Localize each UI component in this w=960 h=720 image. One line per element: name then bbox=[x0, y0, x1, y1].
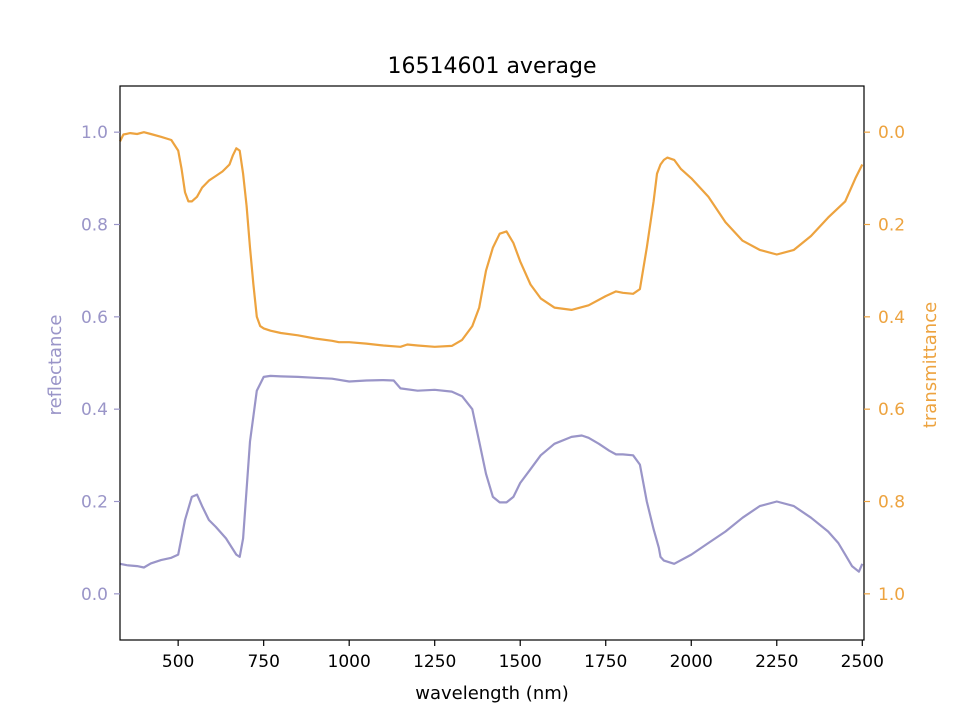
x-tick-label: 2000 bbox=[670, 652, 713, 672]
left-axis-label: reflectance bbox=[45, 315, 66, 416]
x-tick-label: 1000 bbox=[328, 652, 371, 672]
left-tick-label: 0.4 bbox=[81, 400, 108, 420]
plot-series bbox=[119, 131, 864, 573]
right-tick-label: 1.0 bbox=[878, 585, 905, 605]
right-tick-label: 0.4 bbox=[878, 308, 905, 328]
plot-frame bbox=[119, 85, 865, 641]
left-tick-label: 1.0 bbox=[81, 123, 108, 143]
right-tick-label: 0.8 bbox=[878, 493, 905, 513]
transmittance-line bbox=[119, 131, 864, 348]
x-tick-label: 1500 bbox=[499, 652, 542, 672]
left-tick-label: 0.8 bbox=[81, 216, 108, 236]
right-tick-label: 0.0 bbox=[878, 123, 905, 143]
x-tick-label: 1250 bbox=[413, 652, 456, 672]
right-axis-label: transmittance bbox=[920, 302, 941, 428]
reflectance-line bbox=[119, 374, 864, 573]
x-tick-label: 750 bbox=[247, 652, 279, 672]
x-tick-label: 500 bbox=[162, 652, 194, 672]
left-axis-ticks: 0.0 0.2 0.4 0.6 0.8 1.0 bbox=[81, 123, 120, 605]
right-axis-ticks: 0.0 0.2 0.4 0.6 0.8 1.0 bbox=[864, 123, 905, 605]
x-tick-label: 1750 bbox=[584, 652, 627, 672]
left-tick-label: 0.2 bbox=[81, 493, 108, 513]
chart-title: 16514601 average bbox=[387, 54, 596, 79]
right-tick-label: 0.6 bbox=[878, 400, 905, 420]
left-tick-label: 0.0 bbox=[81, 585, 108, 605]
x-axis-ticks: 500 750 1000 1250 1500 1750 2000 2250 2500 bbox=[162, 640, 884, 672]
x-axis-label: wavelength (nm) bbox=[415, 683, 569, 704]
x-tick-label: 2250 bbox=[755, 652, 798, 672]
x-tick-label: 2500 bbox=[841, 652, 884, 672]
left-tick-label: 0.6 bbox=[81, 308, 108, 328]
right-tick-label: 0.2 bbox=[878, 216, 905, 236]
